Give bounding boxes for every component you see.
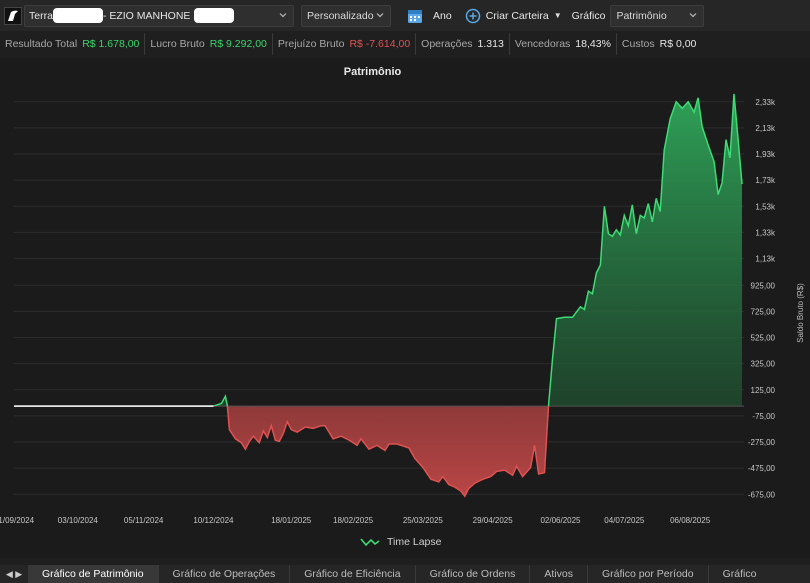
series-line-positive <box>213 93 743 407</box>
chart-title: Patrimônio <box>343 66 402 78</box>
stat-label: Custos <box>621 38 655 50</box>
x-tick-label: 29/04/2025 <box>473 516 514 525</box>
chevron-down-icon <box>279 12 287 17</box>
stat-label: Resultado Total <box>5 38 78 50</box>
stat-value: 18,43% <box>575 38 611 50</box>
x-tick-label: 18/01/2025 <box>271 516 312 525</box>
calendar-icon[interactable] <box>406 7 424 25</box>
stat-resultado-total: Resultado Total R$ 1.678,00 <box>0 33 146 55</box>
period-label: Ano <box>433 9 452 22</box>
chart-label: Gráfico <box>571 9 606 22</box>
stat-prejuizo-bruto: Prejuízo Bruto R$ -7.614,00 <box>273 33 417 55</box>
chart-areas <box>213 93 743 497</box>
x-tick-label: 18/02/2025 <box>333 516 374 525</box>
period-select[interactable]: Personalizado <box>301 4 391 27</box>
legend-label: Time Lapse <box>387 536 442 548</box>
legend-line-icon <box>360 538 380 547</box>
stat-value: R$ 1.678,00 <box>82 38 140 50</box>
stat-operacoes: Operações 1.313 <box>416 33 510 55</box>
stat-label: Lucro Bruto <box>150 38 205 50</box>
tab-grafico-periodo[interactable]: Gráfico por Período <box>588 565 709 583</box>
y-tick-label: 1,33k <box>755 228 776 237</box>
account-name: - EZIO MANHONE <box>102 9 191 22</box>
tab-ativos[interactable]: Ativos <box>530 565 588 583</box>
chevron-down-icon <box>376 12 384 17</box>
y-tick-label: 725,00 <box>751 307 776 316</box>
stat-label: Prejuízo Bruto <box>277 38 345 50</box>
series-line-negative <box>213 406 550 498</box>
y-tick-label: 1,13k <box>755 255 776 264</box>
stat-value: R$ -7.614,00 <box>349 38 411 50</box>
y-tick-label: -75,00 <box>752 412 775 421</box>
y-tick-label: 2,33k <box>755 98 776 107</box>
y-tick-label: -675,00 <box>748 490 776 499</box>
stat-value: 1.313 <box>477 38 504 50</box>
y-tick-label: -475,00 <box>748 464 776 473</box>
stat-vencedoras: Vencedoras 18,43% <box>510 33 617 55</box>
chevron-down-icon <box>690 12 697 17</box>
tab-scroll-arrows-icon[interactable]: ◀ ▶ <box>5 568 23 579</box>
y-tick-label: 1,93k <box>755 150 776 159</box>
redacted-mask <box>194 8 235 23</box>
app-logo <box>4 6 22 25</box>
y-tick-label: 2,13k <box>755 124 776 133</box>
stat-custos: Custos R$ 0,00 <box>617 33 701 55</box>
chart-series-lines <box>14 93 744 498</box>
bull-logo-icon <box>8 10 18 21</box>
x-axis-ticks: 01/09/2024 03/10/2024 05/11/2024 10/12/2024… <box>0 516 711 525</box>
x-tick-label: 10/12/2024 <box>193 516 234 525</box>
positive-area <box>213 93 743 407</box>
y-tick-label: 525,00 <box>751 334 776 343</box>
stat-value: R$ 0,00 <box>659 38 697 50</box>
chart-legend[interactable]: Time Lapse <box>360 536 441 548</box>
stat-label: Vencedoras <box>514 38 571 50</box>
account-select[interactable]: Terra - EZIO MANHONE <box>24 4 294 27</box>
y-tick-label: 1,73k <box>755 176 776 185</box>
tab-grafico-operacoes[interactable]: Gráfico de Operações <box>159 565 291 583</box>
chart-select[interactable]: Patrimônio <box>610 4 705 27</box>
tab-grafico-patrimonio[interactable]: Gráfico de Patrimônio <box>28 565 159 583</box>
stat-lucro-bruto: Lucro Bruto R$ 9.292,00 <box>145 33 273 55</box>
caret-down-icon[interactable]: ▼ <box>553 11 562 20</box>
y-tick-label: -275,00 <box>748 438 776 447</box>
top-toolbar: Terra - EZIO MANHONE Personalizado Ano C… <box>0 0 810 31</box>
y-axis-ticks: 2,33k 2,13k 1,93k 1,73k 1,53k 1,33k 1,13k 925,0… <box>748 98 776 500</box>
stats-bar: Resultado Total R$ 1.678,00 Lucro Bruto … <box>0 33 810 55</box>
period-select-value: Personalizado <box>307 9 374 22</box>
x-tick-label: 04/07/2025 <box>604 516 645 525</box>
chart-select-value: Patrimônio <box>616 9 667 22</box>
x-tick-label: 03/10/2024 <box>58 516 99 525</box>
y-tick-label: 1,53k <box>755 202 776 211</box>
tab-grafico-eficiencia[interactable]: Gráfico de Eficiência <box>290 565 416 583</box>
y-tick-label: 325,00 <box>751 360 776 369</box>
tab-grafico[interactable]: Gráfico <box>722 568 757 580</box>
x-tick-label: 06/08/2025 <box>670 516 711 525</box>
stat-value: R$ 9.292,00 <box>209 38 267 50</box>
y-tick-label: 925,00 <box>751 281 776 290</box>
stat-label: Operações <box>421 38 473 50</box>
y-tick-label: 125,00 <box>751 386 776 395</box>
create-wallet-button[interactable]: Criar Carteira <box>485 9 549 22</box>
redacted-mask <box>52 8 103 23</box>
x-tick-label: 02/06/2025 <box>540 516 581 525</box>
add-circle-icon[interactable] <box>465 8 481 24</box>
negative-area <box>227 406 549 497</box>
x-tick-label: 25/03/2025 <box>403 516 444 525</box>
tab-grafico-ordens[interactable]: Gráfico de Ordens <box>416 565 531 583</box>
patrimonio-chart[interactable]: 2,33k 2,13k 1,93k 1,73k 1,53k 1,33k 1,13k 925,0… <box>0 58 810 536</box>
x-tick-label: 01/09/2024 <box>0 516 35 525</box>
y-axis-label: Saldo Bruto (R$) <box>796 283 805 343</box>
x-tick-label: 05/11/2024 <box>124 516 164 525</box>
account-prefix: Terra <box>29 9 53 22</box>
bottom-tabs: ◀ ▶ Gráfico de Patrimônio Gráfico de Ope… <box>0 565 810 583</box>
